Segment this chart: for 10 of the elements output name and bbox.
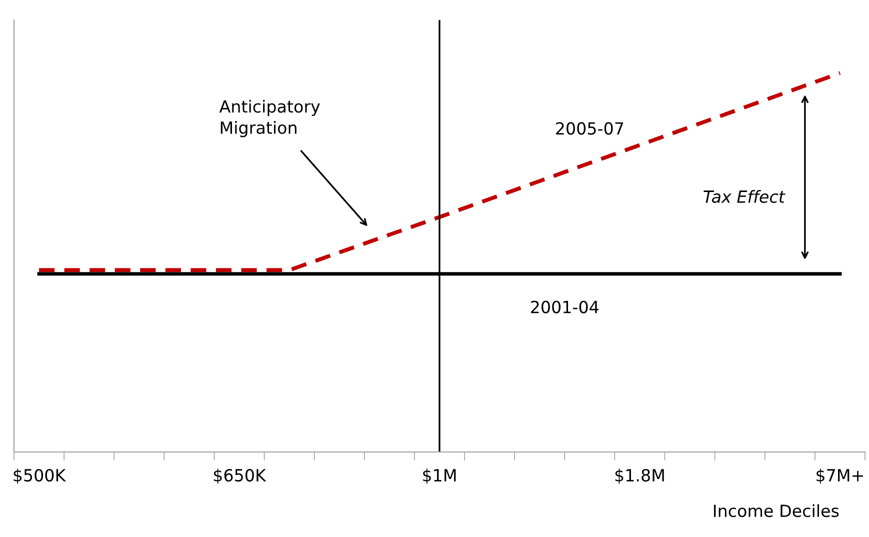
x-tick-label: $1M — [423, 468, 456, 484]
annotation: Anticipatory Migration — [219, 100, 320, 138]
series-label: 2005-07 — [556, 122, 624, 135]
series-label: 2001-04 — [531, 300, 599, 314]
x-tick-label: $1.8M — [615, 468, 664, 484]
annotation: Tax Effect — [704, 190, 786, 203]
x-tick-label: $650K — [214, 468, 266, 484]
x-tick-label: $500K — [14, 468, 66, 484]
x-axis-title: Income Deciles — [714, 504, 839, 518]
x-tick-label: $7M+ — [816, 468, 863, 484]
